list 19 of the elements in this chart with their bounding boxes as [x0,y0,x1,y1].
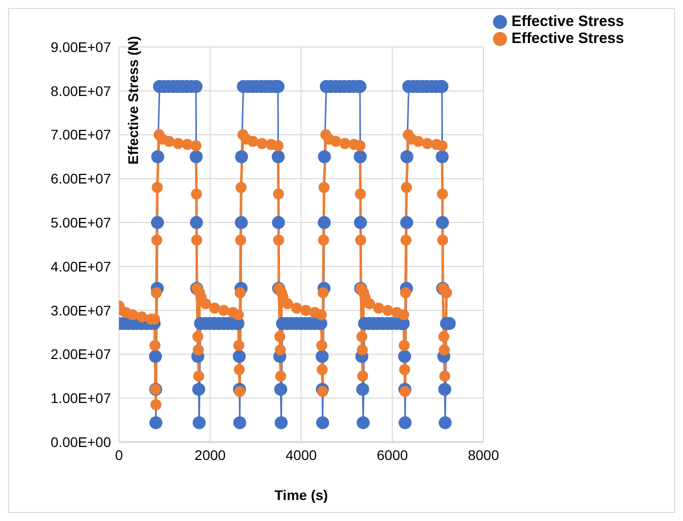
legend-label: Effective Stress [511,30,624,47]
x-tick-label: 4000 [286,446,317,463]
y-tick-label: 6.00E+07 [50,170,112,187]
y-axis-title: Effective Stress (N) [124,36,141,164]
x-axis-title: Time (s) [274,487,328,503]
y-tick-label: 4.00E+07 [50,258,112,274]
y-tick-label: 5.00E+07 [50,214,112,231]
x-tick-label: 6000 [376,446,408,463]
x-tick-label: 8000 [468,446,500,463]
y-tick-label: 7.00E+07 [50,126,112,143]
y-tick-label: 9.00E+07 [50,38,112,55]
y-tick-label: 8.00E+07 [50,82,112,99]
legend-label: Effective Stress [511,13,624,30]
y-tick-label: 0.00E+00 [50,434,112,450]
y-tick-label: 3.00E+07 [50,302,112,318]
y-tick-label: 1.00E+07 [50,390,112,406]
y-tick-label: 2.00E+07 [50,346,112,362]
x-tick-label: 0 [115,446,124,463]
x-tick-label: 2000 [194,446,226,463]
